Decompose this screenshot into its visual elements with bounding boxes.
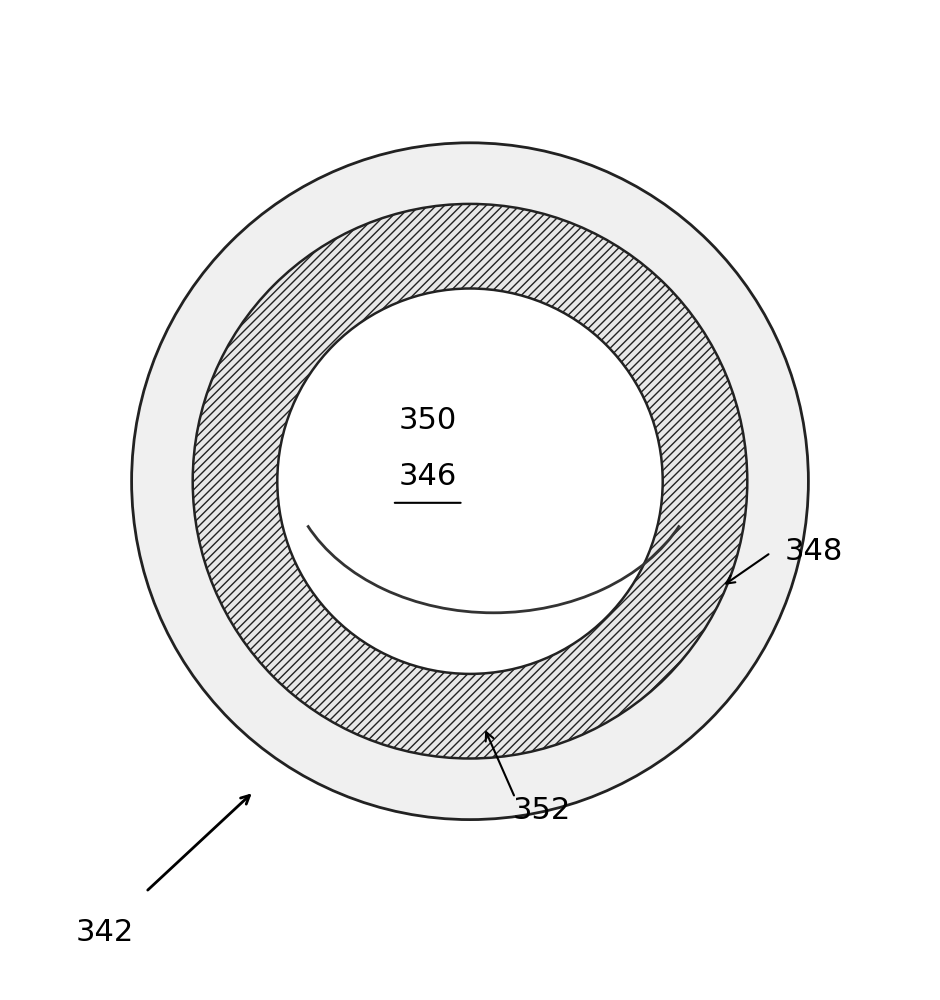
Text: 348: 348 (785, 537, 843, 566)
Text: 352: 352 (512, 796, 571, 825)
Text: 342: 342 (75, 918, 133, 947)
Circle shape (132, 143, 808, 820)
Text: 350: 350 (399, 406, 457, 435)
Circle shape (277, 288, 663, 674)
Text: 346: 346 (399, 462, 457, 491)
Circle shape (193, 204, 747, 759)
